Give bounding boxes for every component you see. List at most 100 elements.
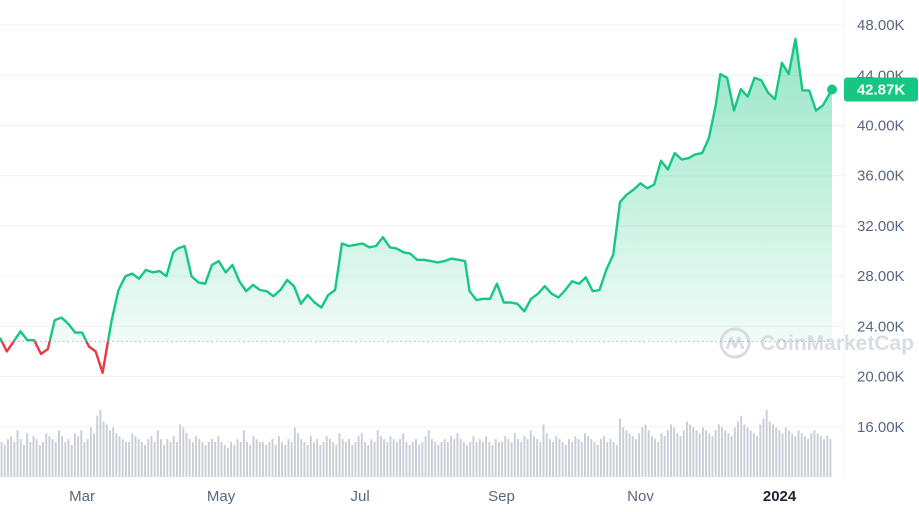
volume-bar [708, 433, 711, 477]
volume-bar [77, 436, 80, 477]
current-price-badge: 42.87K [844, 77, 918, 102]
volume-bar [622, 427, 625, 477]
volume-bar [3, 444, 6, 477]
volume-bar [756, 436, 759, 477]
volume-bar [443, 439, 446, 477]
volume-bar [328, 439, 331, 477]
volume-bar [485, 436, 488, 477]
volume-bar [612, 442, 615, 477]
volume-bar [768, 421, 771, 477]
volume-bar [230, 442, 233, 477]
current-price-label: 42.87K [857, 82, 906, 99]
volume-bar [246, 442, 249, 477]
volume-bar [686, 421, 688, 477]
volume-bar [552, 442, 555, 477]
volume-bar [214, 442, 217, 477]
volume-bar [829, 439, 832, 477]
volume-bar [430, 439, 433, 477]
volume-bar [733, 427, 736, 477]
volume-bar [450, 436, 453, 477]
x-tick-label: Mar [69, 488, 95, 505]
volume-bar [568, 439, 570, 477]
volume-bar [759, 424, 762, 477]
volume-bar [348, 439, 351, 477]
volume-bar [446, 442, 449, 477]
volume-bar [437, 444, 440, 477]
volume-bar [58, 430, 60, 477]
volume-bar [746, 427, 749, 477]
volume-bar [529, 430, 532, 477]
volume-bar [800, 433, 803, 477]
volume-bar [743, 424, 746, 477]
volume-bar [402, 433, 405, 477]
volume-bar [61, 436, 64, 477]
volume-bar [268, 442, 271, 477]
volume-bar [207, 442, 210, 477]
volume-bar [325, 436, 328, 477]
volume-bar [638, 433, 641, 477]
volume-bar [523, 436, 526, 477]
volume-bar [166, 439, 169, 477]
volume-bar [80, 430, 83, 477]
volume-bar [730, 436, 733, 477]
volume-bar [297, 433, 300, 477]
volume-bar [293, 427, 296, 477]
volume-bar [574, 436, 577, 477]
price-line-up [0, 37, 834, 342]
volume-bar [784, 427, 787, 477]
volume-bar [19, 439, 22, 477]
volume-bar [262, 442, 264, 477]
volume-bar [590, 439, 593, 477]
volume-bar [389, 436, 392, 477]
y-tick-label: 40.00K [857, 118, 905, 135]
volume-bar [504, 436, 507, 477]
volume-bar [274, 444, 277, 477]
price-lines [0, 37, 834, 374]
volume-bar [510, 442, 513, 477]
volume-bar [517, 439, 519, 477]
volume-bar [609, 439, 612, 477]
volume-bar [491, 444, 494, 477]
volume-bar [819, 436, 822, 477]
volume-bar [13, 442, 16, 477]
volume-bar [354, 442, 357, 477]
volume-bar [816, 433, 819, 477]
y-tick-label: 48.00K [857, 17, 905, 34]
x-tick-label: Jul [351, 488, 370, 505]
volume-bar [357, 436, 360, 477]
volume-bar [666, 430, 669, 477]
volume-bar [383, 439, 386, 477]
volume-bar [810, 433, 813, 477]
volume-bar [198, 439, 201, 477]
volume-bar [494, 439, 497, 477]
volume-bar [147, 439, 150, 477]
volume-bar [249, 444, 252, 477]
volume-bar [281, 442, 284, 477]
volume-bar [727, 433, 730, 477]
volume-bar [823, 439, 825, 477]
volume-bar [316, 439, 319, 477]
volume-bar [434, 442, 437, 477]
volume-bar [459, 439, 462, 477]
volume-bar [673, 427, 676, 477]
volume-bar [631, 436, 634, 477]
volume-bar [89, 427, 92, 477]
volume-bar [150, 436, 153, 477]
volume-bar [619, 418, 621, 477]
volume-bar [252, 436, 255, 477]
volume-bar [233, 444, 236, 477]
volume-bar [220, 442, 223, 477]
volume-bar [226, 447, 229, 477]
x-tick-label: 2024 [763, 488, 797, 505]
volume-bar [306, 444, 309, 477]
volume-bar [255, 439, 258, 477]
volume-bar [752, 433, 755, 477]
volume-bar [379, 436, 382, 477]
volume-bar [38, 444, 41, 477]
volume-bar [188, 439, 191, 477]
volume-bar [22, 444, 25, 477]
volume-bar [714, 430, 717, 477]
volume-bar [507, 439, 510, 477]
volume-bar [42, 442, 44, 477]
